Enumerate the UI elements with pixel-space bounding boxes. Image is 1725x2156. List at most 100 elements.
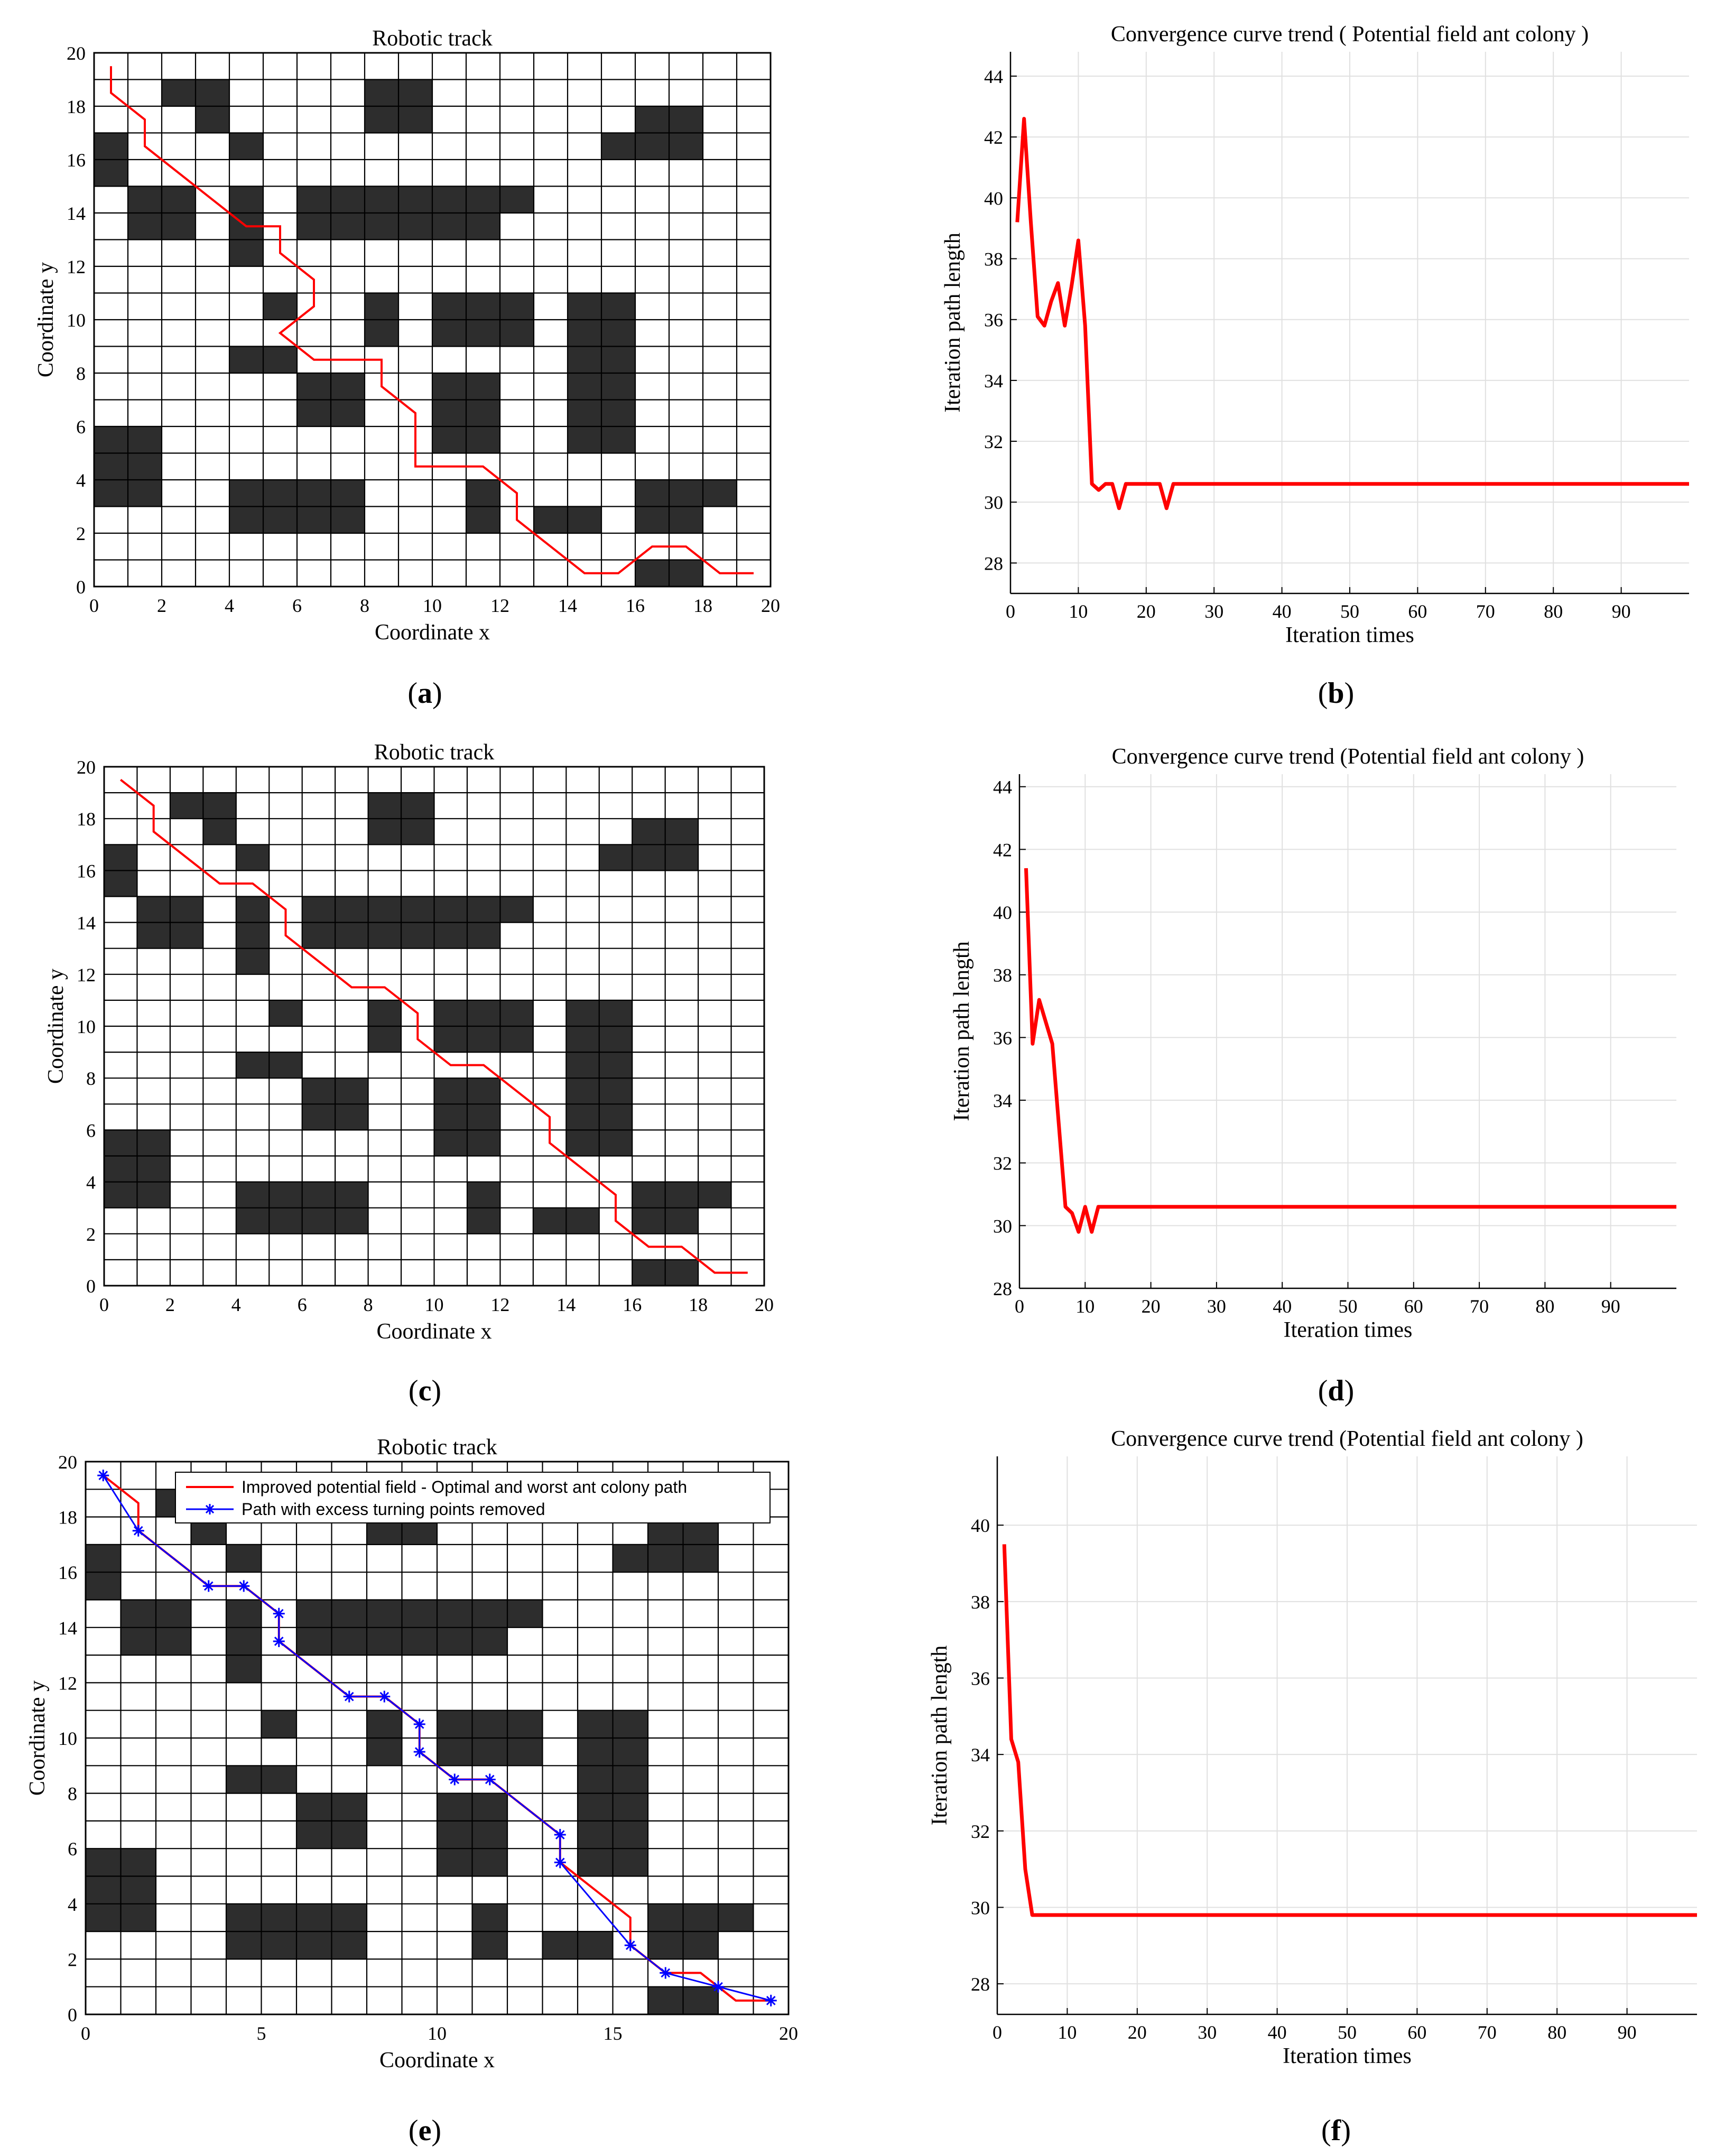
y-tick-label: 28 (984, 553, 1003, 574)
x-tick-label: 80 (1544, 601, 1563, 622)
obstacle-cell (229, 133, 263, 160)
x-axis-label: Coordinate x (375, 620, 490, 645)
obstacle-cell (236, 896, 270, 923)
x-tick-label: 8 (364, 1294, 373, 1315)
y-tick-label: 32 (971, 1821, 990, 1842)
x-tick-label: 20 (779, 2023, 798, 2044)
y-tick-label: 14 (58, 1618, 77, 1639)
panel-label: (b) (1318, 677, 1354, 710)
map-frame (93, 52, 772, 588)
turning-point-marker (660, 1967, 672, 1979)
marker-stroke (450, 1774, 460, 1785)
x-tick-label: 5 (257, 2023, 266, 2044)
panel-label: (a) (407, 677, 442, 710)
y-tick-label: 14 (77, 913, 96, 934)
convergence-line (1024, 868, 1676, 1234)
y-tick-label: 38 (993, 965, 1012, 986)
turning-point-marker (449, 1773, 461, 1786)
x-tick-label: 40 (1273, 1296, 1292, 1317)
obstacle-cell (507, 1600, 543, 1628)
x-tick-label: 0 (1015, 1296, 1024, 1317)
convergence-plot-d: 0 10 20 30 40 50 60 70 80 90 28 30 32 34 36 38 40 42 44 Con… (950, 745, 1676, 1342)
obstacle-cell (599, 844, 699, 871)
y-tick-label: 18 (58, 1507, 77, 1528)
y-tick-label: 12 (77, 964, 96, 986)
x-tick-label: 18 (693, 595, 712, 616)
y-tick-label: 2 (86, 1224, 96, 1245)
y-tick-label: 44 (993, 777, 1012, 798)
x-tick-label: 10 (423, 595, 442, 616)
y-tick-label: 40 (993, 902, 1012, 923)
x-axis-label: Iteration times (1283, 2044, 1412, 2068)
x-tick-label: 0 (99, 1294, 109, 1315)
marker-stroke (98, 1471, 108, 1480)
x-axis-label: Iteration times (1285, 623, 1414, 647)
y-tick-label: 4 (68, 1894, 77, 1915)
x-tick-label: 50 (1339, 1296, 1358, 1317)
x-tick-label: 14 (557, 1294, 576, 1315)
y-tick-label: 20 (58, 1452, 77, 1473)
x-tick-label: 4 (231, 1294, 241, 1315)
y-tick-label: 28 (971, 1974, 990, 1995)
chart-title: Convergence curve trend (Potential field… (1112, 745, 1584, 769)
marker-stroke (274, 1609, 284, 1619)
panel-label: (f) (1321, 2114, 1351, 2147)
y-tick-label: 18 (67, 96, 86, 117)
y-tick-label: 2 (68, 1949, 77, 1970)
obstacle-cell (500, 186, 534, 213)
marker-stroke (661, 1968, 671, 1978)
turning-point-marker (202, 1580, 215, 1592)
x-tick-label: 10 (425, 1294, 444, 1315)
marker-stroke (555, 1830, 565, 1839)
x-tick-label: 50 (1340, 601, 1359, 622)
x-tick-label: 10 (1075, 1296, 1095, 1317)
x-axis-label: Coordinate x (376, 1319, 491, 1344)
x-tick-label: 18 (689, 1294, 708, 1315)
obstacle-cell (203, 819, 236, 845)
x-tick-label: 0 (81, 2023, 90, 2044)
obstacle-cell (718, 1903, 754, 1932)
x-tick-label: 20 (1137, 601, 1156, 622)
obstacle-cell (698, 1182, 731, 1208)
y-tick-label: 30 (984, 492, 1003, 513)
y-tick-label: 36 (993, 1027, 1012, 1048)
y-tick-label: 6 (76, 416, 86, 438)
x-tick-label: 8 (360, 595, 369, 616)
x-tick-label: 60 (1407, 2022, 1426, 2043)
obstacle-cell (269, 1000, 302, 1026)
turning-point-marker (238, 1580, 250, 1592)
x-tick-label: 0 (89, 595, 99, 616)
y-tick-label: 12 (58, 1672, 77, 1694)
y-tick-label: 10 (67, 310, 86, 331)
obstacle-cell (601, 133, 703, 160)
y-tick-label: 34 (984, 370, 1003, 392)
y-axis-label: Iteration path length (941, 233, 965, 413)
y-tick-label: 16 (58, 1562, 77, 1583)
y-axis-label: Coordinate y (44, 969, 68, 1084)
obstacle-cell (236, 844, 270, 871)
turning-point-marker (273, 1635, 285, 1647)
obstacle-cell (196, 106, 229, 133)
marker-stroke (379, 1692, 389, 1702)
smoothed-path-line (102, 1475, 772, 2002)
x-tick-label: 60 (1408, 601, 1427, 622)
turning-point-marker (378, 1690, 391, 1703)
y-tick-label: 32 (993, 1153, 1012, 1174)
map-frame (103, 766, 765, 1287)
y-axis-label: Iteration path length (950, 941, 974, 1121)
x-tick-label: 4 (225, 595, 234, 616)
y-tick-label: 40 (971, 1515, 990, 1536)
x-tick-label: 30 (1204, 601, 1223, 622)
y-tick-label: 16 (77, 860, 96, 881)
obstacle-cell (226, 1544, 262, 1573)
turning-point-marker (554, 1829, 566, 1841)
x-tick-label: 12 (490, 595, 509, 616)
x-tick-label: 30 (1207, 1296, 1226, 1317)
legend-label: Improved potential field - Optimal and w… (242, 1477, 687, 1497)
obstacle-cell (263, 293, 297, 320)
x-tick-label: 90 (1601, 1296, 1620, 1317)
x-tick-label: 6 (298, 1294, 307, 1315)
turning-point-marker (712, 1981, 724, 1993)
y-tick-label: 30 (971, 1897, 990, 1918)
x-tick-label: 0 (993, 2022, 1002, 2043)
